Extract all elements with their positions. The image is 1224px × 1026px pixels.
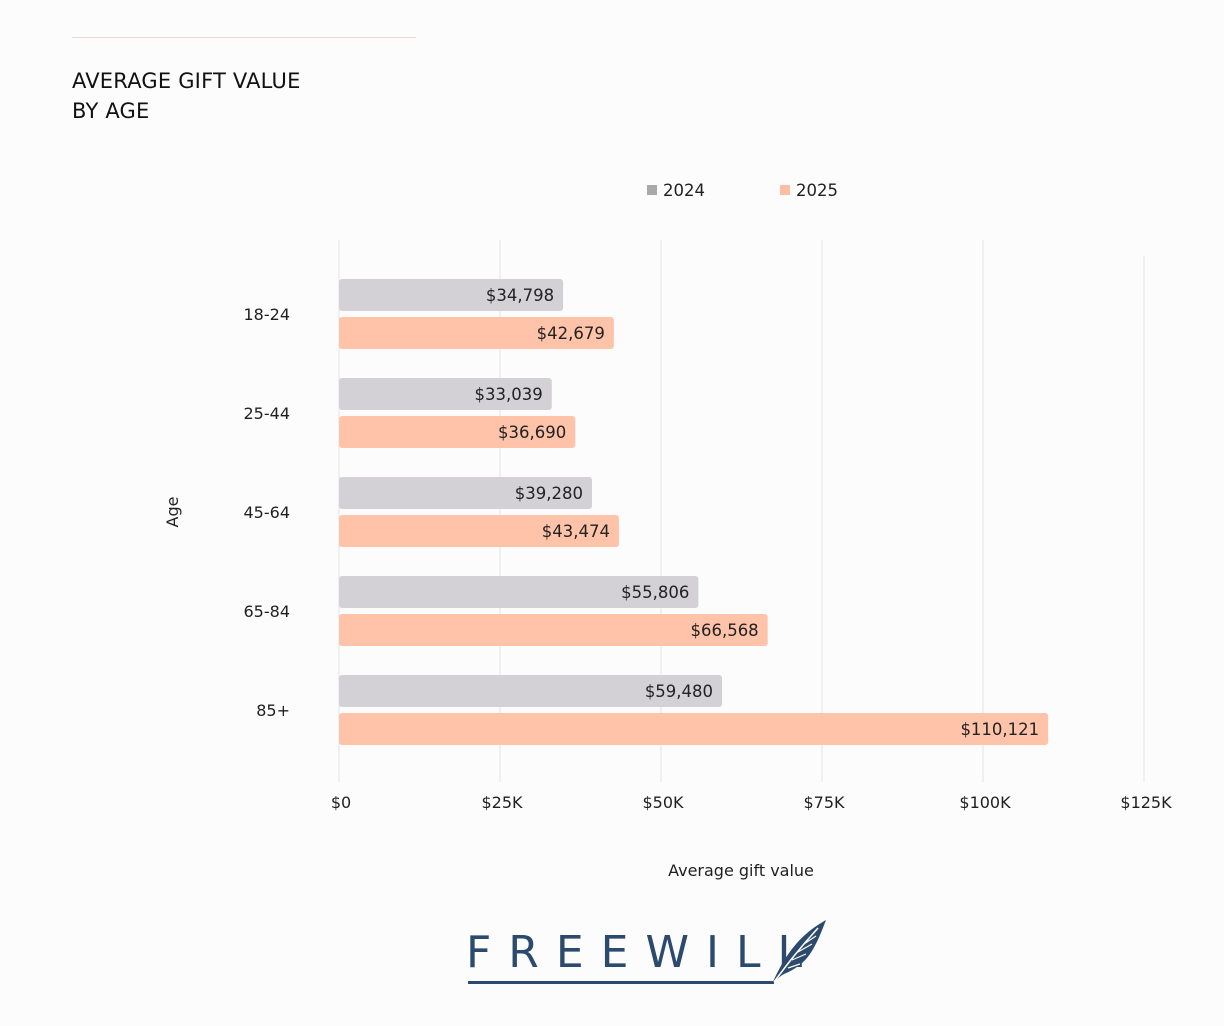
y-tick-label: 65-84 (244, 602, 291, 621)
bar-2025-45-64 (339, 515, 619, 547)
legend-label-2024: 2024 (663, 181, 705, 200)
x-tick-label: $100K (959, 793, 1011, 812)
x-tick-label: $0 (331, 793, 351, 812)
bar-2024-85+ (339, 675, 723, 707)
x-tick-label: $75K (803, 793, 845, 812)
y-tick-label: 25-44 (244, 404, 291, 423)
top-rule (72, 37, 416, 38)
bar-value-label: $66,568 (690, 621, 758, 640)
bar-value-label: $36,690 (498, 423, 566, 442)
freewill-logo: FREEWILL (466, 918, 830, 990)
bar-value-label: $43,474 (542, 522, 610, 541)
bar-value-label: $59,480 (645, 682, 713, 701)
y-axis-tick-labels: 18-24 25-44 45-64 65-84 85+ (244, 305, 291, 720)
bars (339, 279, 1049, 745)
bar-value-label: $55,806 (621, 583, 689, 602)
bar-labels: $34,798 $42,679 $33,039 $36,690 $39,280 $43,4… (475, 286, 1040, 739)
bar-value-label: $33,039 (475, 385, 543, 404)
chart-title: AVERAGE GIFT VALUE BY AGE (72, 66, 392, 126)
chart-title-line-2: BY AGE (72, 99, 150, 123)
legend: 2024 2025 (647, 181, 838, 200)
bar-2024-65-84 (339, 576, 699, 608)
bar-value-label: $110,121 (960, 720, 1039, 739)
y-tick-label: 18-24 (244, 305, 291, 324)
bar-chart: 2024 2025 $34,798 $42,679 $33,039 $36,690 $39… (163, 181, 1172, 880)
y-axis-title: Age (163, 497, 182, 528)
feather-quill-icon (772, 920, 826, 984)
chart-title-line-1: AVERAGE GIFT VALUE (72, 69, 301, 93)
legend-swatch-2025 (780, 185, 790, 195)
y-tick-label: 45-64 (244, 503, 291, 522)
bar-2025-18-24 (339, 317, 614, 349)
x-tick-label: $125K (1120, 793, 1172, 812)
x-tick-label: $50K (642, 793, 684, 812)
logo-underline (468, 981, 774, 984)
x-tick-label: $25K (481, 793, 523, 812)
bar-value-label: $39,280 (515, 484, 583, 503)
bar-2025-25-44 (339, 416, 576, 448)
bar-2024-25-44 (339, 378, 552, 410)
x-axis-title: Average gift value (668, 861, 814, 880)
y-tick-label: 85+ (256, 701, 290, 720)
bar-2025-85+ (339, 713, 1049, 745)
bar-value-label: $34,798 (486, 286, 554, 305)
bar-2024-45-64 (339, 477, 592, 509)
logo-wordmark: FREEWILL (466, 927, 819, 978)
x-axis-tick-labels: $0 $25K $50K $75K $100K $125K (331, 793, 1172, 812)
bar-value-label: $42,679 (537, 324, 605, 343)
bar-2025-65-84 (339, 614, 768, 646)
legend-label-2025: 2025 (796, 181, 838, 200)
bar-2024-18-24 (339, 279, 564, 311)
legend-swatch-2024 (647, 185, 657, 195)
